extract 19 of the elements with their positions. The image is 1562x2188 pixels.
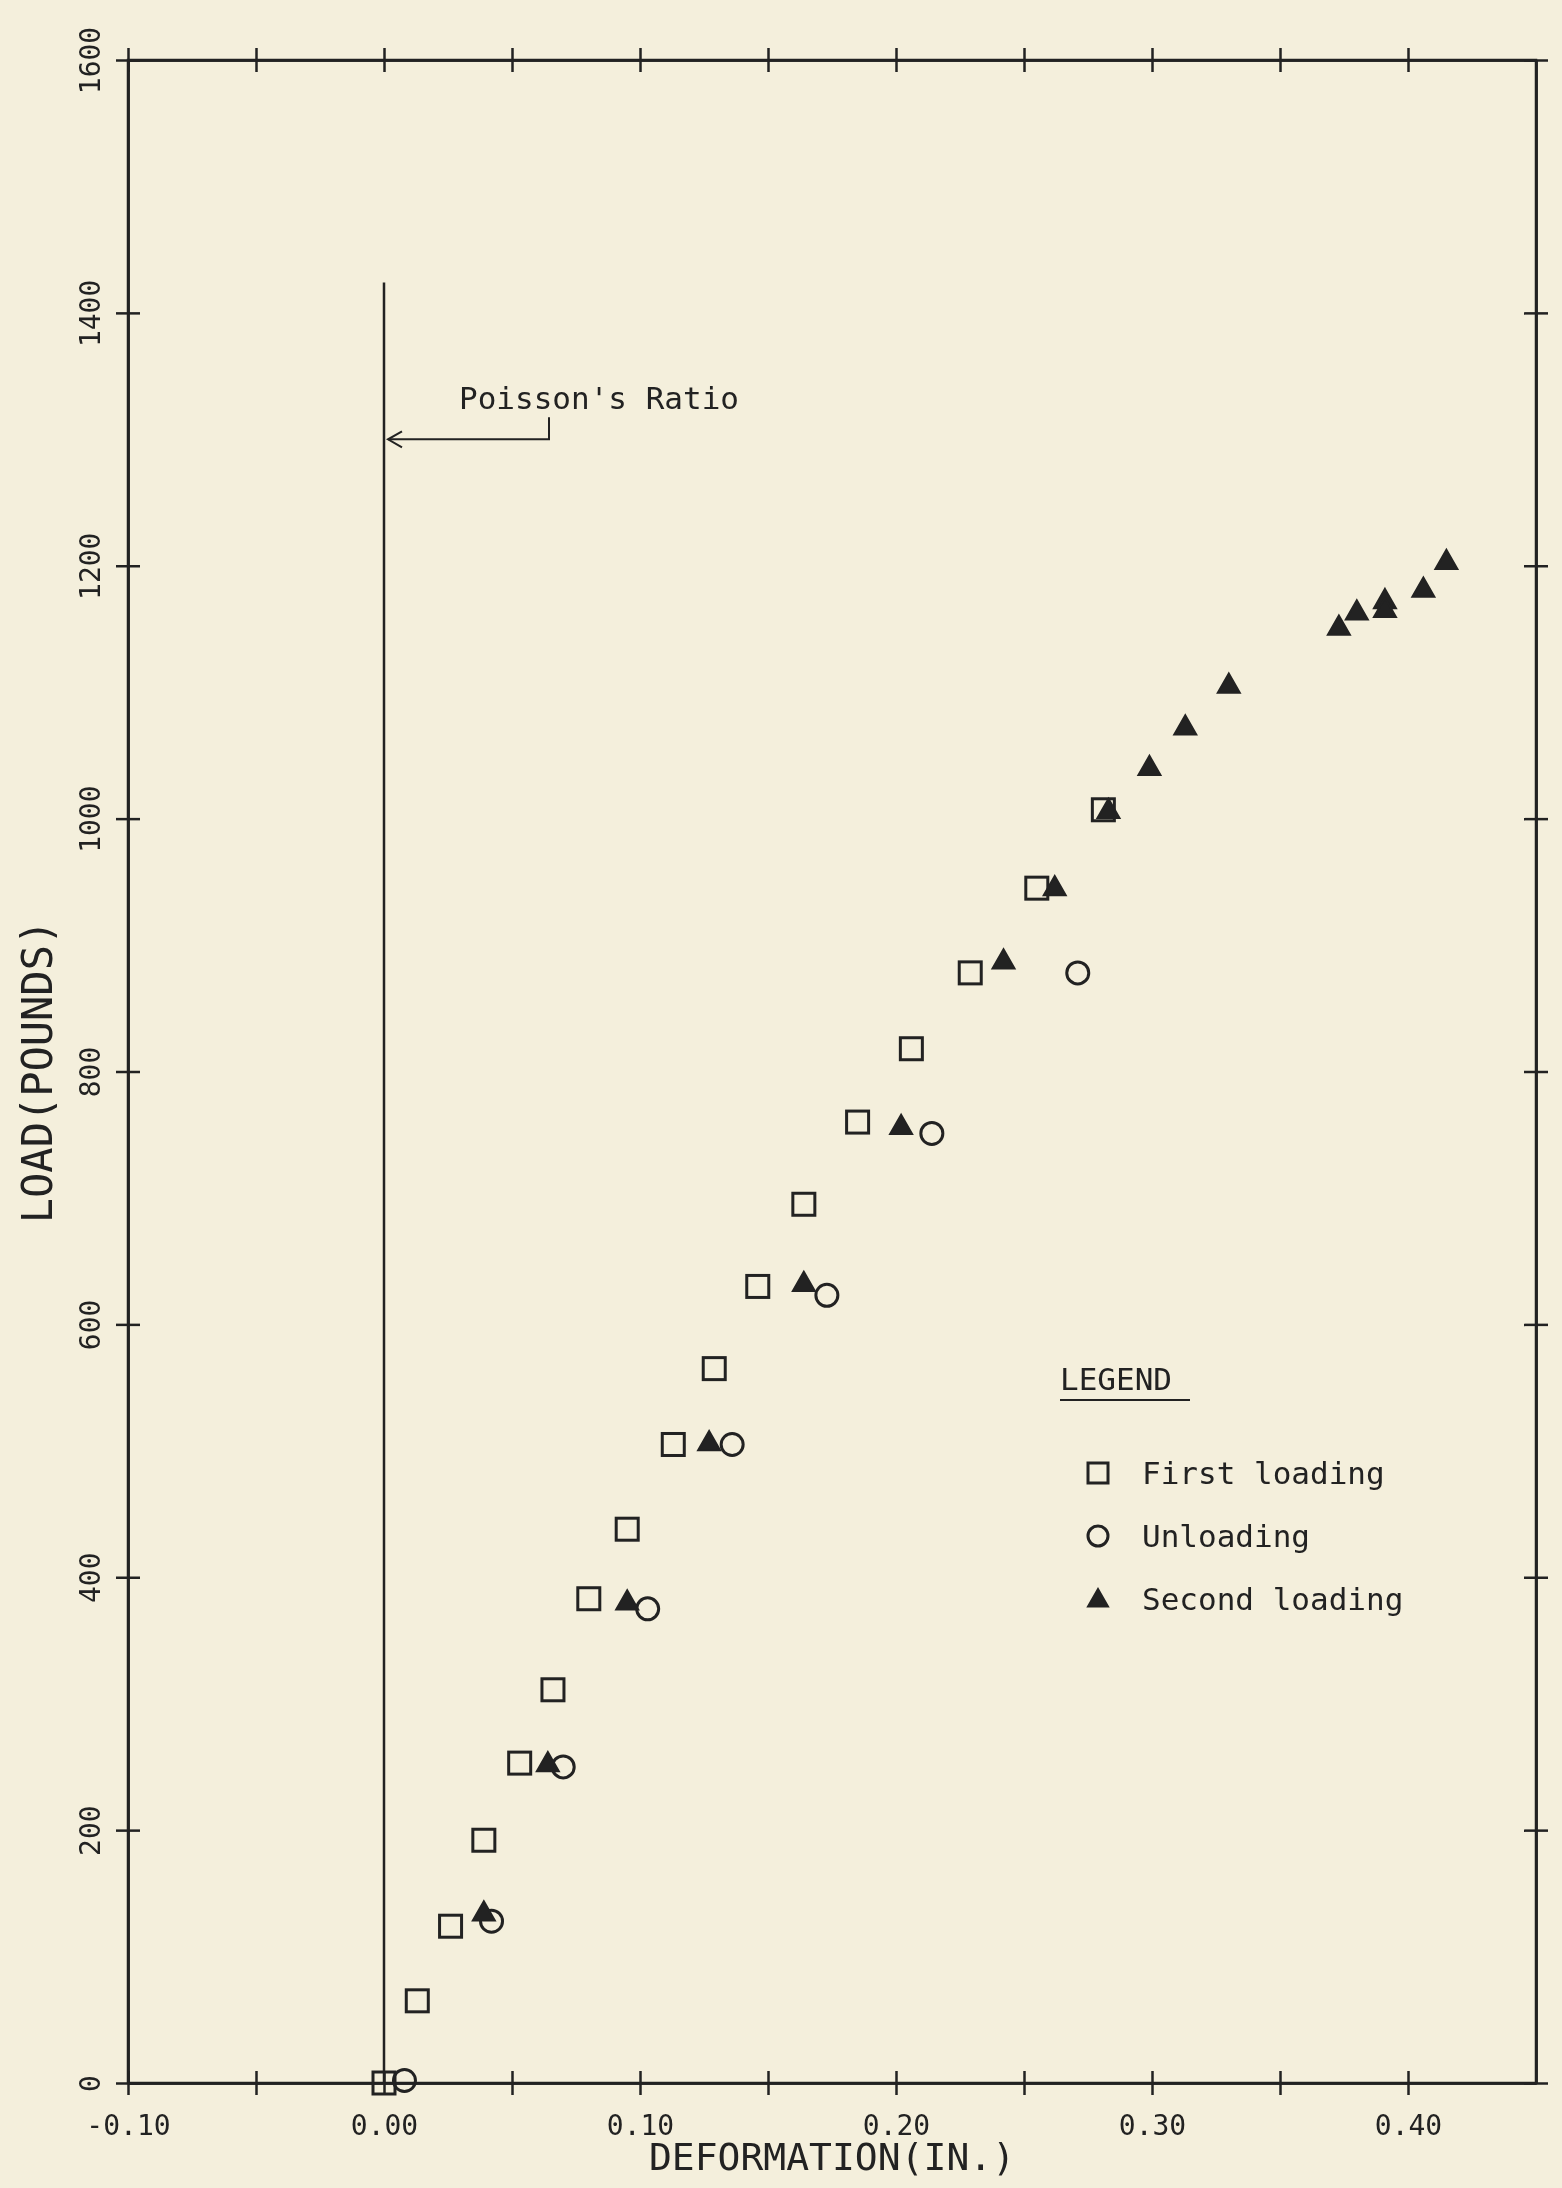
y-tick-label: 1600 (74, 26, 107, 95)
legend-label: First loading (1142, 1455, 1385, 1491)
legend-label: Unloading (1142, 1518, 1310, 1554)
y-tick-label: 0 (74, 2075, 107, 2092)
y-tick-label: 400 (74, 1552, 107, 1604)
y-tick-label: 800 (74, 1046, 107, 1098)
y-tick-label: 1200 (74, 532, 107, 600)
x-tick-label: -0.10 (86, 2108, 171, 2142)
x-tick-label: 0.40 (1374, 2108, 1443, 2142)
y-tick-label: 1000 (74, 785, 107, 853)
y-tick-label: 200 (74, 1805, 107, 1856)
legend-title: LEGEND (1060, 1361, 1172, 1397)
y-tick-label: 600 (74, 1299, 107, 1351)
x-tick-label: 0.30 (1118, 2108, 1187, 2142)
legend-label: Second loading (1142, 1581, 1404, 1617)
y-tick-label: 1400 (74, 279, 107, 348)
y-axis-title: LOAD(POUNDS) (13, 919, 62, 1224)
x-tick-label: 0.00 (350, 2108, 419, 2142)
annotation: Poisson's Ratio (459, 380, 739, 417)
